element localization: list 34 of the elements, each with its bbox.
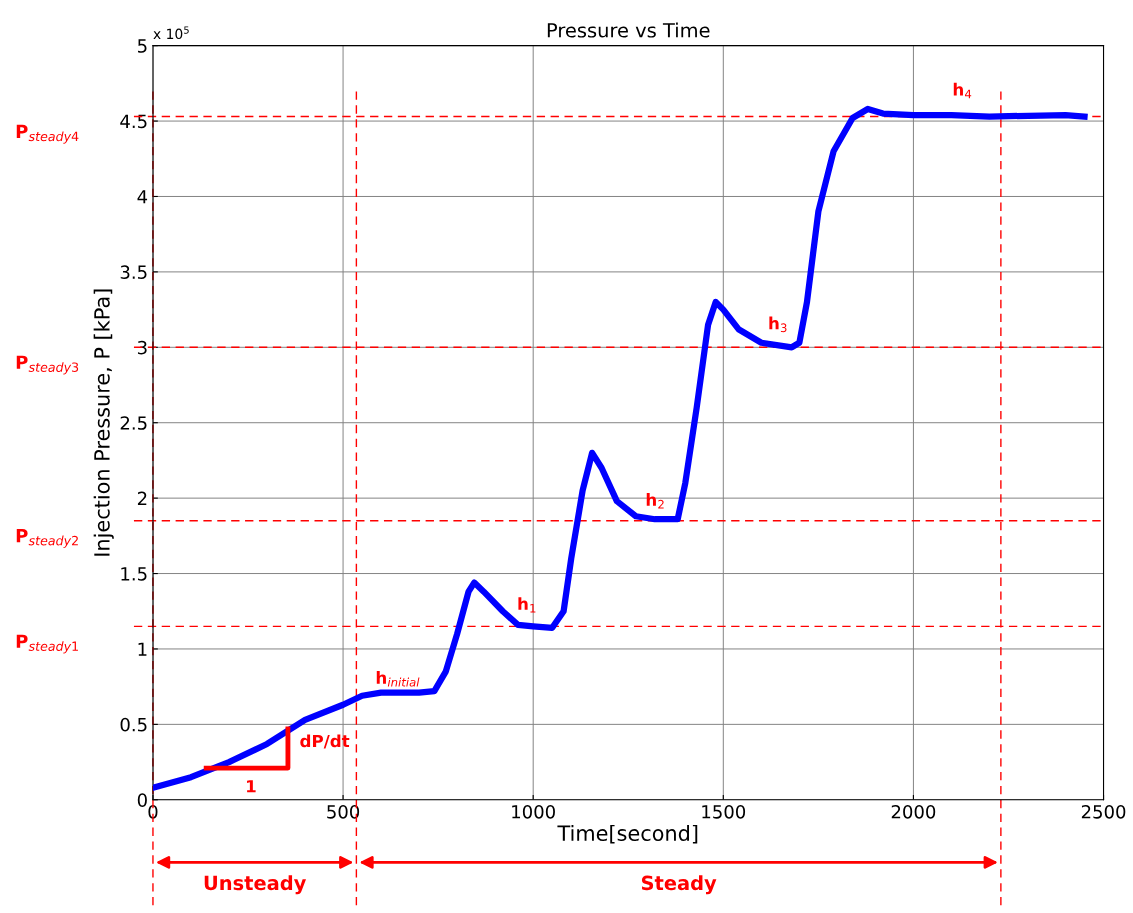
x-tick-label: 1500 [702,804,746,819]
x-tick-label: 1000 [512,804,555,819]
y-tick-label: 5 [138,39,147,53]
ref-line-label: Steady [641,875,717,895]
text: x 10$^{5}$ [153,26,189,40]
ref-line-label: Unsteady [204,875,307,895]
annotation: h$_{1}$ [518,597,536,613]
annotation: 1 [247,780,256,793]
x-tick-label: 2000 [891,804,936,819]
annotation: h$_{initial}$ [376,671,420,687]
x-tick-label: 500 [327,804,360,819]
annotation: h$_{2}$ [646,493,664,509]
x-axis-title: Time[second] [557,824,698,844]
annotation: h$_{4}$ [953,82,972,99]
y-tick-label: 0 [137,793,147,807]
y-tick-label: 2.5 [120,416,147,430]
y-tick-label: 4 [137,190,148,204]
annotation: h$_{3}$ [769,316,787,333]
y-tick-label: 2 [137,491,147,505]
y-tick-label: 1.5 [121,567,147,581]
y-tick-label: 1 [138,642,147,656]
chart-title: Pressure vs Time [547,22,710,38]
y-tick-label: 3 [137,340,147,355]
y-tick-label: 3.5 [120,265,147,280]
ref-line-label: P$_{steady4}$ [16,124,79,144]
ref-line-label: P$_{steady3}$ [16,355,79,375]
y-tick-label: 0.5 [120,717,147,732]
x-tick-label: 0 [148,804,158,819]
ref-line-label: P$_{steady2}$ [16,529,78,548]
annotation: dP/dt [300,734,350,749]
ref-line-label: P$_{steady1}$ [16,634,78,654]
y-axis-title: Injection Pressure, P [kPa] [93,289,114,556]
x-tick-label: 2500 [1081,804,1126,819]
y-tick-label: 4.5 [120,114,147,129]
